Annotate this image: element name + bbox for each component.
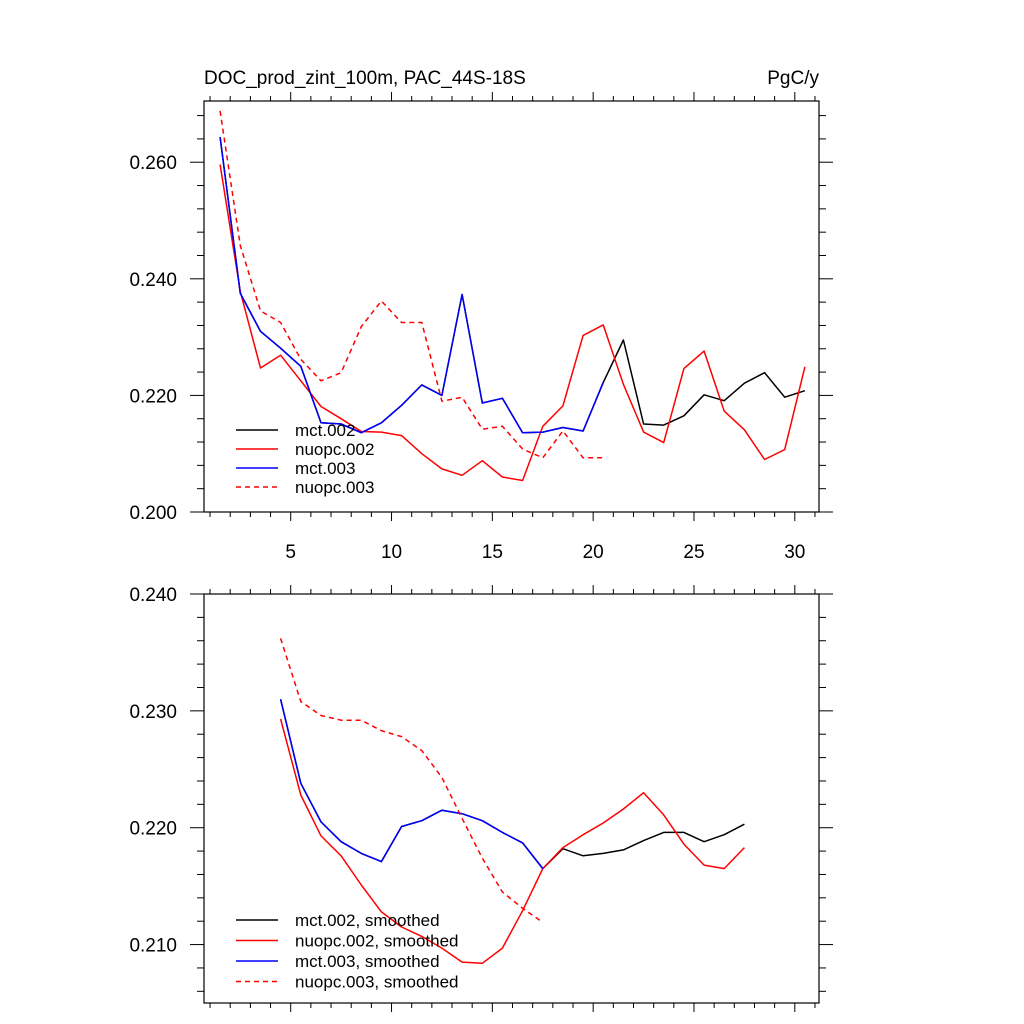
top-legend-label-nuopc-003: nuopc.003 [295,478,374,497]
bottom-series-nuopc-003-smoothed [279,638,544,924]
top-y-tick-label-0.260: 0.260 [129,153,177,174]
top-series-group [219,110,806,482]
bottom-legend: mct.002, smoothed nuopc.002, smoothedmct.… [236,911,459,992]
top-x-tick-label-25: 25 [683,542,704,563]
bottom-plot-frame [203,593,820,1004]
bottom-series-group [279,638,745,965]
chart-title: DOC_prod_zint_100m, PAC_44S-18S [204,68,526,89]
bottom-y-tick-label-0.220: 0.220 [129,819,177,840]
top-x-tick-label-20: 20 [583,542,604,563]
top-legend-label-nuopc-002: nuopc.002 [295,440,374,459]
top-x-tick-label-30: 30 [784,542,805,563]
top-series-mct-003 [219,137,604,434]
top-series-nuopc-002 [219,164,806,482]
bottom-y-tick-label-0.230: 0.230 [129,702,177,723]
bottom-legend-label-mct-002-smoothed: mct.002, smoothed [295,911,440,930]
top-plot-frame [203,100,820,513]
top-panel-time-series: 5 10 15 20 25 300.2000.2200.2400.260mct.002nu… [129,92,833,563]
bottom-series-nuopc-002-smoothed [279,718,745,965]
top-x-tick-label-5: 5 [285,542,296,563]
bottom-legend-label-mct-003-smoothed: mct.003, smoothed [295,952,440,971]
top-y-tick-label-0.220: 0.220 [129,386,177,407]
top-series-nuopc-003 [219,110,604,459]
bottom-y-tick-label-0.210: 0.210 [129,936,177,957]
bottom-y-tick-label-0.240: 0.240 [129,585,177,606]
top-x-tick-label-15: 15 [482,542,503,563]
top-y-tick-label-0.200: 0.200 [129,503,177,524]
units-label: PgC/y [767,68,819,89]
bottom-legend-label-nuopc-002-smoothed: nuopc.002, smoothed [295,932,459,951]
top-y-tick-label-0.240: 0.240 [129,270,177,291]
top-legend-label-mct-002: mct.002 [295,421,355,440]
top-x-tick-label-10: 10 [381,542,402,563]
bottom-series-mct-002-smoothed [279,699,745,870]
top-legend-label-mct-003: mct.003 [295,459,355,478]
bottom-panel-smoothed: 0.210 0.220 0.230 0.240 mct.002, smoothed nuo… [129,585,833,1012]
bottom-series-mct-003-smoothed [279,699,544,870]
bottom-legend-label-nuopc-003-smoothed: nuopc.003, smoothed [295,973,459,992]
